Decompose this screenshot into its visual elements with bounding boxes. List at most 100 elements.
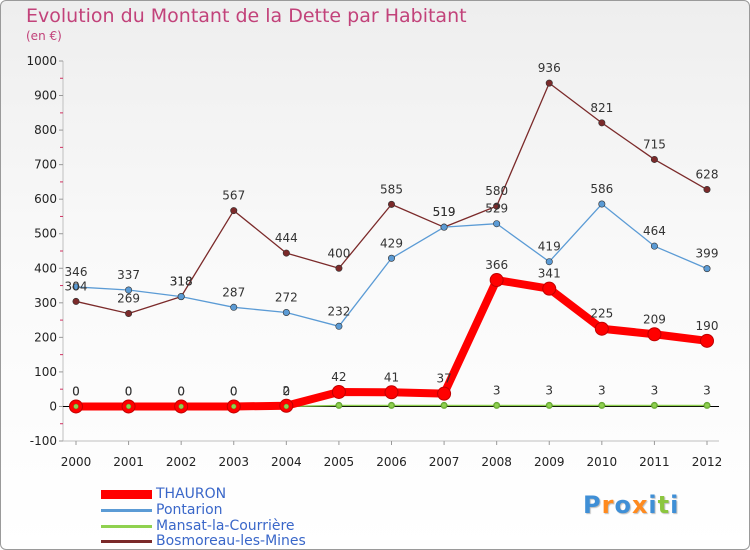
y-tick-label: 700 xyxy=(34,158,57,172)
data-label: 429 xyxy=(380,236,403,250)
data-label: 580 xyxy=(485,184,508,198)
data-label: 190 xyxy=(696,319,719,333)
series-point-pontarion xyxy=(703,265,711,273)
legend-label: THAURON xyxy=(156,486,227,502)
chart-title: Evolution du Montant de la Dette par Hab… xyxy=(26,5,467,27)
data-label: 0 xyxy=(125,384,133,398)
data-label: 0 xyxy=(177,384,185,398)
series-point-bosmoreau-les-mines xyxy=(335,264,343,272)
x-tick-label: 2012 xyxy=(692,455,723,469)
series-point-bosmoreau-les-mines xyxy=(230,207,238,215)
y-tick-label: 300 xyxy=(34,296,57,310)
data-label: 3 xyxy=(493,383,501,397)
data-label: 318 xyxy=(170,275,193,289)
x-tick-label: 2001 xyxy=(113,455,144,469)
data-label: 519 xyxy=(433,205,456,219)
series-point-top-mansat xyxy=(651,402,658,409)
data-label: 0 xyxy=(72,384,80,398)
series-point-pontarion xyxy=(387,254,395,262)
series-point-bosmoreau-les-mines xyxy=(72,297,80,305)
series-point-pontarion xyxy=(493,220,501,228)
data-label: 225 xyxy=(590,307,613,321)
series-point-pontarion xyxy=(230,303,238,311)
legend-swatch xyxy=(101,508,152,512)
series-point-bosmoreau-les-mines xyxy=(282,249,290,257)
data-label: 586 xyxy=(590,182,613,196)
data-label: 419 xyxy=(538,240,561,254)
series-point-pontarion xyxy=(282,308,290,316)
series-point-top-mansat xyxy=(494,402,500,409)
y-tick-label: 600 xyxy=(34,192,57,206)
y-tick-label: 400 xyxy=(34,261,57,275)
data-label: 3 xyxy=(598,383,606,397)
data-label: 3 xyxy=(651,383,659,397)
data-label: 0 xyxy=(230,384,238,398)
logo-letter: r xyxy=(601,491,615,519)
chart-unit: (en €) xyxy=(26,29,62,43)
series-point-top-mansat xyxy=(73,403,79,410)
logo-letter: i xyxy=(648,491,658,519)
y-tick-label: 100 xyxy=(34,365,57,379)
data-label: 0 xyxy=(177,384,185,398)
series-point-top-mansat xyxy=(178,403,184,410)
series-point-pontarion xyxy=(335,322,343,330)
series-point-top-mansat xyxy=(231,403,237,410)
data-label: 936 xyxy=(538,61,561,75)
series-point-inner-thauron xyxy=(493,277,500,284)
y-tick-label: 0 xyxy=(49,399,57,413)
series-point-bosmoreau-les-mines xyxy=(493,202,501,210)
x-tick-label: 2002 xyxy=(166,455,197,469)
series-point-bosmoreau-les-mines xyxy=(703,186,711,194)
y-tick-label: 500 xyxy=(34,227,57,241)
series-point-pontarion xyxy=(440,223,448,231)
x-tick-label: 2003 xyxy=(218,455,249,469)
y-tick-label: 900 xyxy=(34,89,57,103)
data-label: 272 xyxy=(275,290,298,304)
proxiti-logo: Proxiti xyxy=(583,491,679,519)
x-tick-label: 2005 xyxy=(324,455,355,469)
data-label: 3 xyxy=(545,383,553,397)
series-point-inner-thauron xyxy=(335,388,342,395)
data-label: 529 xyxy=(485,202,508,216)
legend-label: Bosmoreau-les-Mines xyxy=(156,533,306,549)
data-label: 2 xyxy=(283,384,291,398)
series-point-pontarion xyxy=(72,283,80,291)
x-tick-label: 2006 xyxy=(376,455,407,469)
data-label: 399 xyxy=(696,247,719,261)
data-label: 341 xyxy=(538,267,561,281)
data-label: 400 xyxy=(327,246,350,260)
series-point-top-mansat xyxy=(704,402,710,409)
series-point-pontarion xyxy=(177,293,185,301)
data-label: 464 xyxy=(643,224,666,238)
series-point-bosmoreau-les-mines xyxy=(387,200,395,208)
data-label: 366 xyxy=(485,258,508,272)
data-label: 318 xyxy=(170,275,193,289)
data-label: 0 xyxy=(283,384,291,398)
series-point-top-mansat xyxy=(125,403,132,410)
data-label: 287 xyxy=(222,285,245,299)
data-label: 304 xyxy=(65,279,88,293)
data-label: 0 xyxy=(230,384,238,398)
series-point-top-mansat xyxy=(283,403,289,410)
data-label: 41 xyxy=(384,370,399,384)
y-tick-label: 800 xyxy=(34,123,57,137)
y-tick-label: -100 xyxy=(30,434,57,448)
x-tick-label: 2009 xyxy=(534,455,565,469)
legend-swatch xyxy=(101,489,152,499)
series-point-top-mansat xyxy=(336,402,342,409)
legend-swatch xyxy=(101,539,152,543)
x-tick-label: 2007 xyxy=(429,455,460,469)
data-label: 337 xyxy=(117,268,140,282)
legend-label: Pontarion xyxy=(156,502,223,518)
data-label: 37 xyxy=(436,372,451,386)
data-label: 3 xyxy=(703,383,711,397)
data-label: 444 xyxy=(275,231,298,245)
data-label: 0 xyxy=(125,384,133,398)
x-tick-label: 2011 xyxy=(639,455,670,469)
data-label: 567 xyxy=(222,189,245,203)
logo-letter: o xyxy=(614,491,632,519)
series-point-top-mansat xyxy=(388,402,395,409)
x-tick-label: 2010 xyxy=(587,455,618,469)
series-point-bosmoreau-les-mines xyxy=(650,155,658,163)
